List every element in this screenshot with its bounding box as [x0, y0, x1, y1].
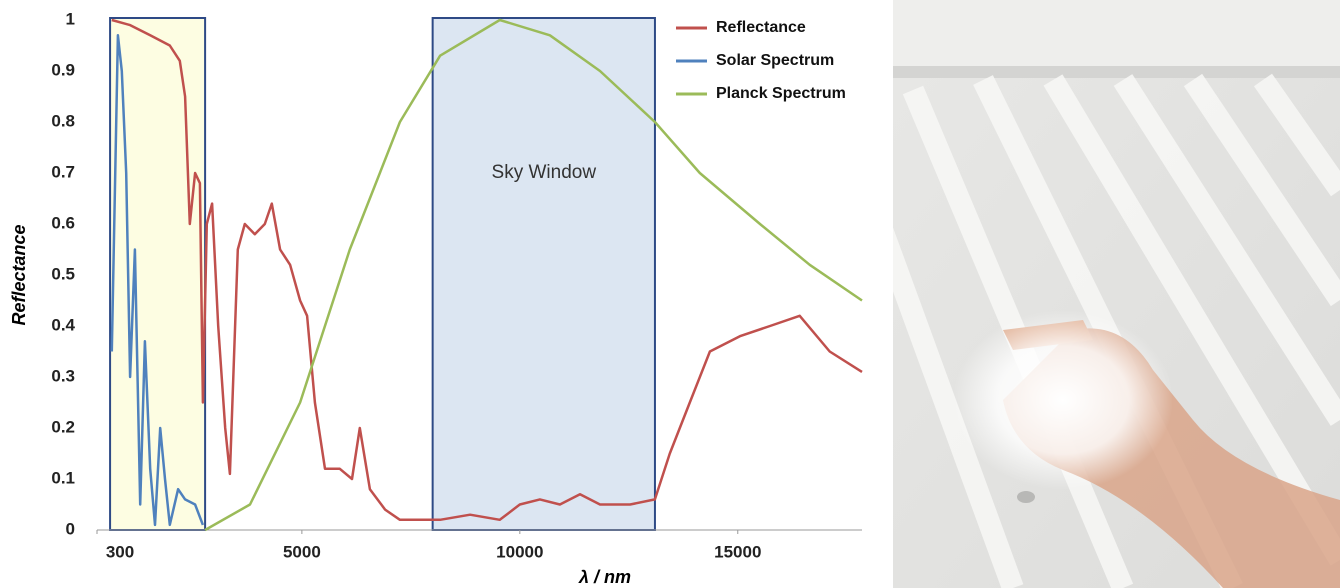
- y-tick-label: 0.8: [51, 111, 75, 130]
- y-tick-label: 0.4: [51, 315, 75, 334]
- y-tick-label: 0.3: [51, 366, 75, 385]
- y-tick-label: 1: [66, 9, 75, 28]
- region: [109, 17, 207, 531]
- y-axis-label: Reflectance: [9, 224, 29, 325]
- x-tick-label: 300: [106, 542, 134, 561]
- series-line: [110, 34, 205, 527]
- y-tick-label: 0.2: [51, 417, 75, 436]
- x-axis-label: λ / nm: [578, 567, 631, 587]
- y-tick-label: 0.1: [51, 468, 75, 487]
- legend-label: Planck Spectrum: [716, 85, 846, 102]
- legend-label: Solar Spectrum: [716, 52, 834, 69]
- y-tick-label: 0.6: [51, 213, 75, 232]
- series-line: [111, 18, 863, 522]
- x-tick-label: 15000: [714, 542, 761, 561]
- x-tick-label: 5000: [283, 542, 321, 561]
- region: [431, 17, 656, 531]
- y-tick-label: 0: [66, 519, 75, 538]
- legend-label: Reflectance: [716, 19, 806, 36]
- x-tick-label: 10000: [496, 542, 543, 561]
- y-tick-label: 0.5: [51, 264, 75, 283]
- chart: λ / nm Reflectance Sky Window 0 0.1 0.2 0.3 0…: [9, 9, 863, 587]
- region-label: Sky Window: [492, 162, 597, 183]
- y-tick-label: 0.9: [51, 60, 75, 79]
- photo: [893, 0, 1340, 588]
- y-tick-label: 0.7: [51, 162, 75, 181]
- series-line: [204, 18, 863, 532]
